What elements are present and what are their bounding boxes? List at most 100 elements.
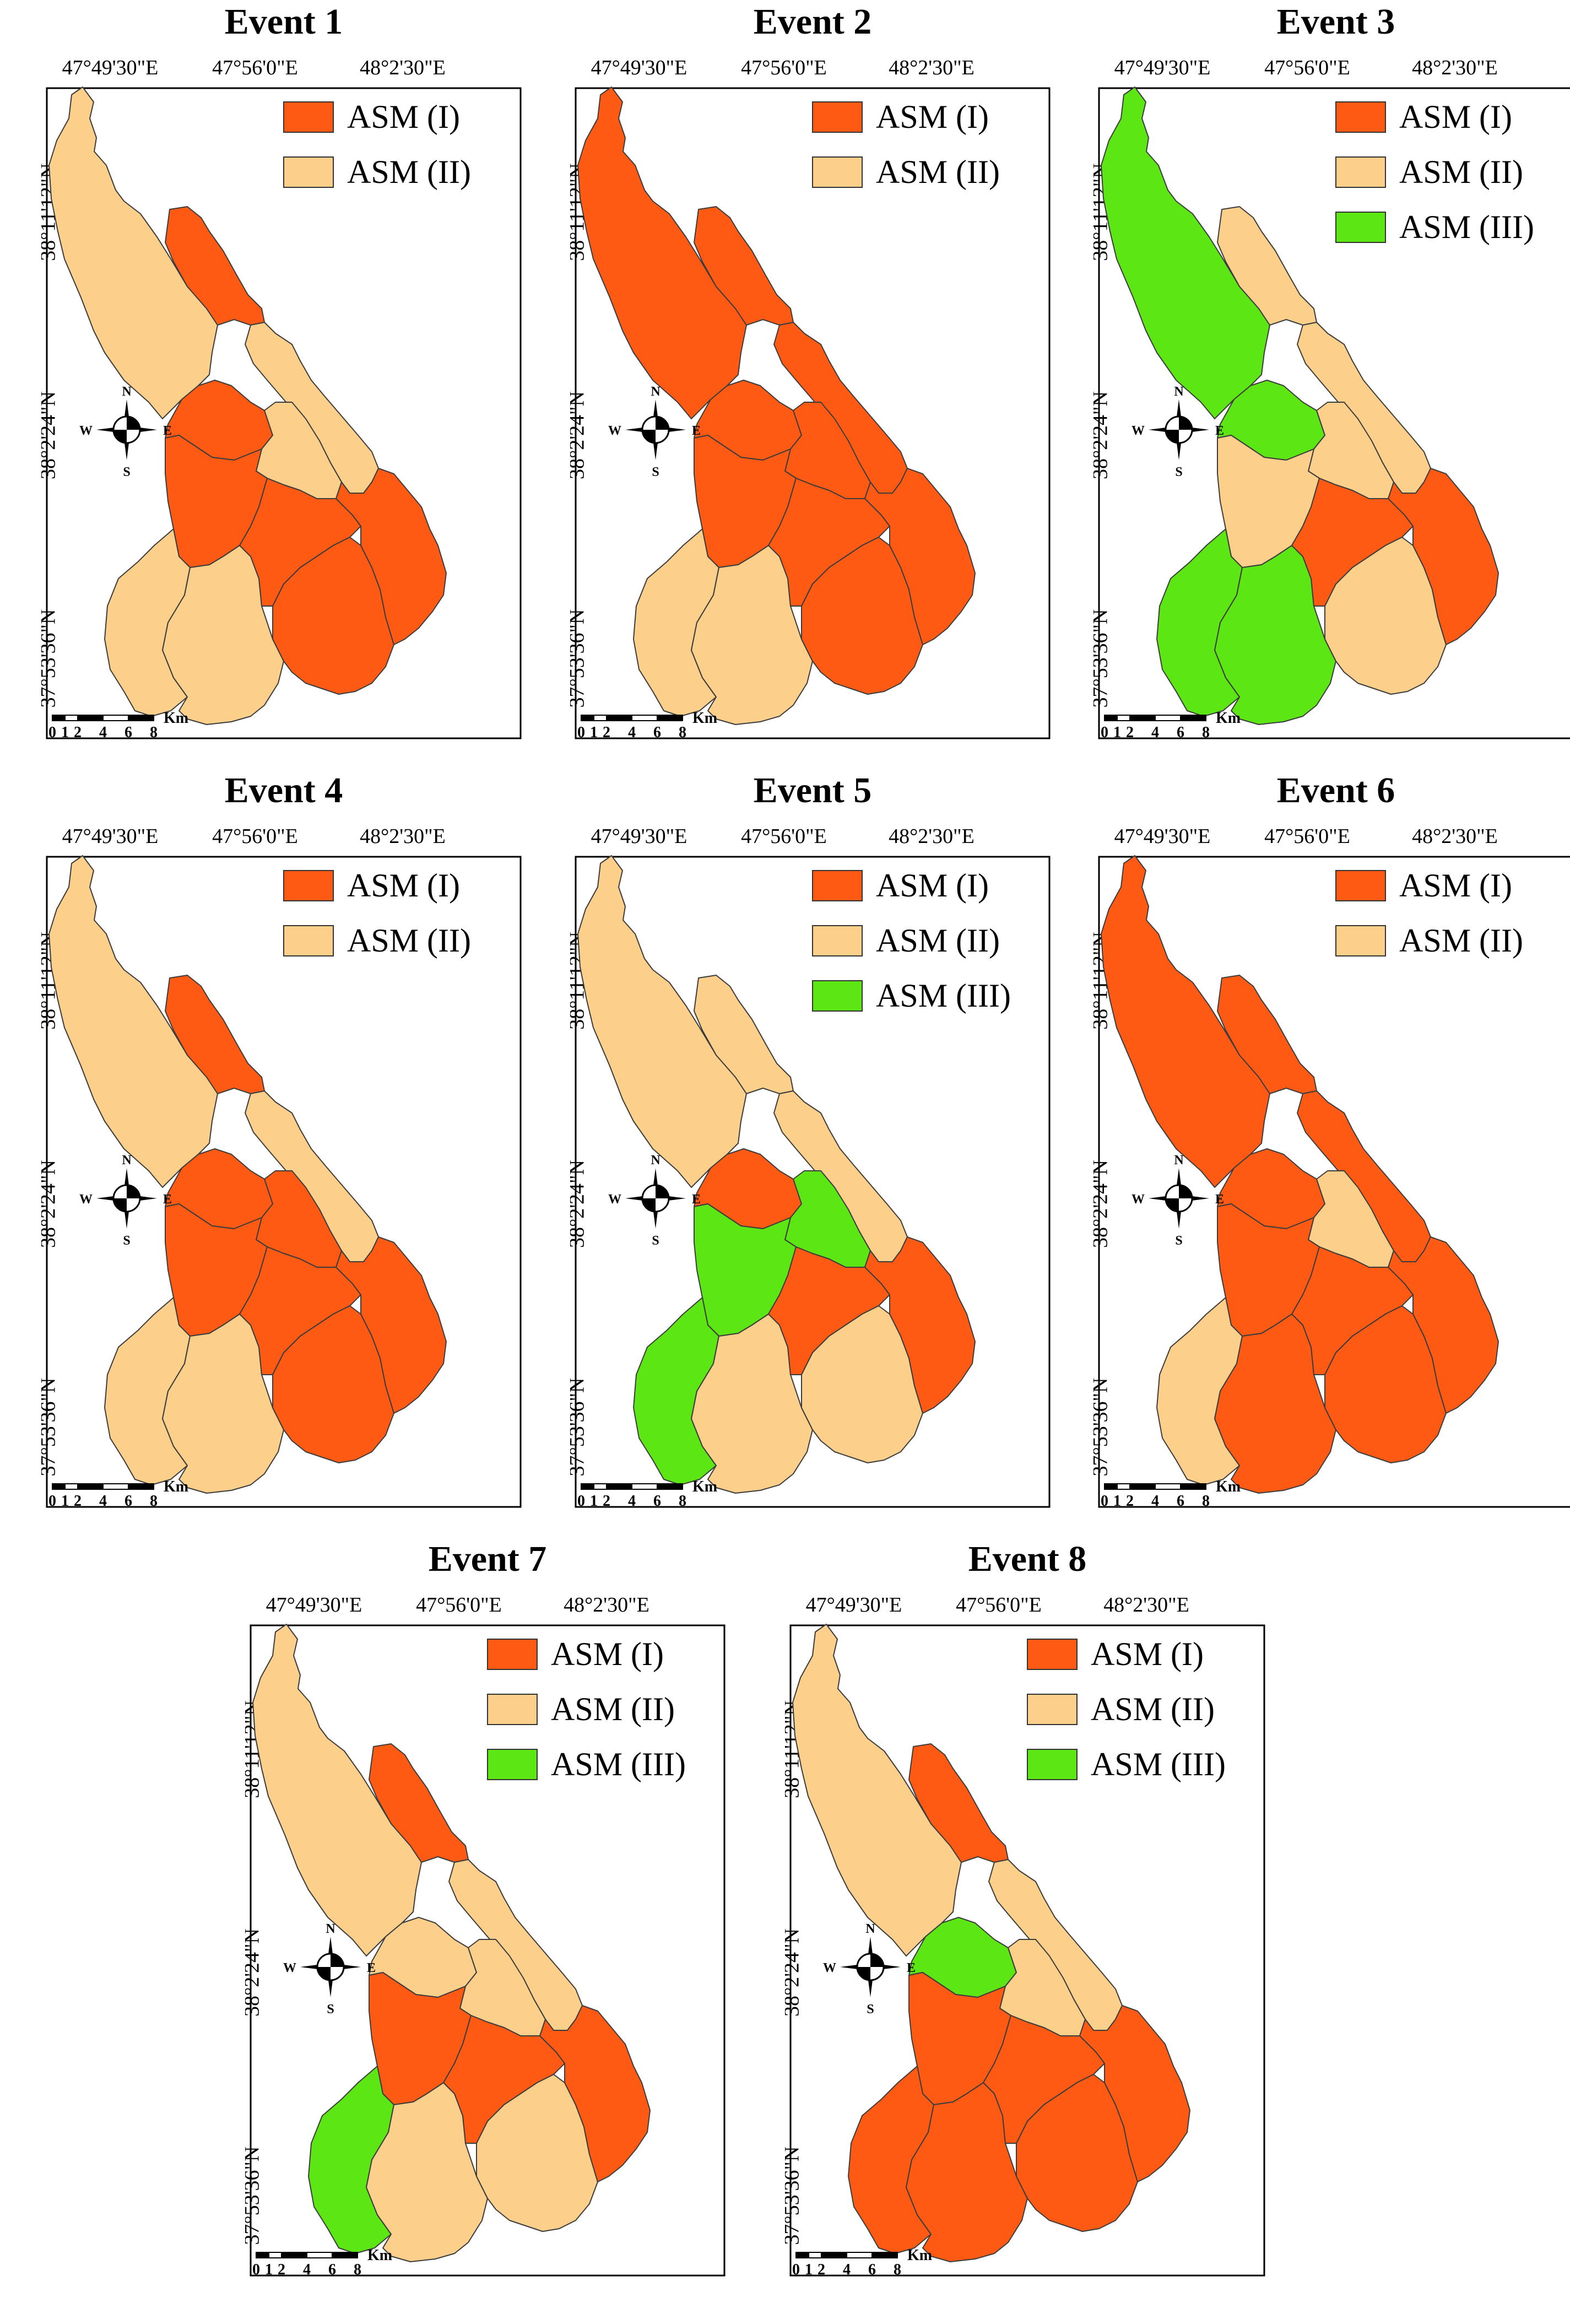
scale-number: 0 [48,1493,56,1510]
longitude-label: 48°2'30"E [360,825,446,848]
north-arrow-icon: N S W E [283,1922,376,2017]
scale-segment [281,2252,307,2258]
watershed [48,855,447,1494]
latitude-label: 38°2'24"N [785,1928,803,2017]
scale-segment [77,715,104,721]
legend: ASM (I) ASM (II) ASM (III) [1335,99,1534,245]
watershed [1101,87,1499,725]
scale-number: 1 [805,2261,813,2278]
longitude-label: 47°49'30"E [62,825,159,848]
scale-segment [1104,715,1118,721]
scale-number: 2 [1126,1493,1134,1510]
map-svg: 47°49'30"E 47°56'0"E 48°2'30"E38°11'12"N38… [1093,56,1570,741]
map-panel-event-8: Event 8 47°49'30"E 47°56'0"E 48°2'30"E 38°11… [785,1537,1270,2298]
latitude-label: 37°53'36"N [1093,609,1112,708]
scale-segment [1155,715,1181,721]
compass-e-label: E [692,1192,701,1207]
latitude-label-group: 38°2'24"N [245,1928,263,2017]
compass-s-label: S [1175,465,1182,479]
map-panel-event-3: Event 3 47°49'30"E 47°56'0"E 48°2'30"E 38°11… [1093,0,1570,760]
map-svg: 47°49'30"E 47°56'0"E 48°2'30"E38°11'12"N38… [245,1593,726,2278]
panel-title: Event 3 [1276,2,1395,42]
longitude-label: 48°2'30"E [889,825,975,848]
longitude-label: 47°56'0"E [212,56,298,79]
longitude-label: 47°49'30"E [62,56,159,79]
watershed [252,1624,651,2262]
map-panel-event-5: Event 5 47°49'30"E 47°56'0"E 48°2'30"E 38°11… [570,769,1055,1529]
scale-segment [332,2252,358,2258]
scale-segment [102,1483,129,1490]
legend-label: ASM (I) [876,99,989,135]
north-arrow-quadrant [127,417,140,430]
scale-segment [1155,1483,1181,1490]
compass-w-label: W [1132,424,1145,438]
scale-bar: 0 1 2 4 6 8Km [48,710,188,741]
sub-basin-zone [1388,468,1499,645]
legend-label: ASM (III) [1399,209,1534,245]
scale-segment [306,2252,333,2258]
longitude-label: 47°49'30"E [1114,56,1211,79]
scale-number: 8 [894,2261,901,2278]
watershed [1101,855,1499,1494]
legend-label: ASM (I) [1399,867,1512,904]
north-arrow-quadrant [656,1185,669,1198]
scale-number: 6 [328,2261,336,2278]
latitude-label: 38°2'24"N [41,1160,59,1248]
scale-bar: 0 1 2 4 6 8Km [1101,710,1241,741]
legend: ASM (I) ASM (II) ASM (III) [1027,1636,1226,1782]
compass-s-label: S [1175,1234,1182,1248]
latitude-label-group: 38°2'24"N [570,1160,588,1248]
scale-number: 2 [818,2261,825,2278]
scale-number: 0 [577,1493,585,1510]
scale-number: 1 [590,724,598,741]
latitude-label: 37°53'36"N [570,1378,588,1477]
scale-bar: 0 1 2 4 6 8Km [252,2247,392,2278]
north-arrow-quadrant [656,417,669,430]
scale-unit: Km [692,710,717,727]
latitude-label: 37°53'36"N [41,1378,59,1477]
compass-w-label: W [608,1192,621,1207]
scale-segment [1180,1483,1206,1490]
compass-s-label: S [123,1234,130,1248]
sub-basin-zone [577,87,747,419]
north-arrow-quadrant [642,430,656,443]
compass-w-label: W [283,1961,296,1975]
legend-label: ASM (I) [551,1636,664,1672]
latitude-label-group: 37°53'36"N [245,2147,263,2245]
sub-basin-zone [792,1624,962,1957]
longitude-label: 47°56'0"E [741,56,827,79]
scale-number: 2 [603,724,610,741]
legend-label: ASM (II) [347,154,471,190]
north-arrow-quadrant [857,1967,870,1980]
longitude-label: 48°2'30"E [564,1593,649,1617]
scale-segment [1129,715,1156,721]
compass-w-label: W [823,1961,836,1975]
longitude-label: 48°2'30"E [1412,825,1498,848]
longitude-label: 48°2'30"E [360,56,446,79]
legend: ASM (I) ASM (II) ASM (III) [487,1636,686,1782]
watershed [48,87,447,725]
longitude-label: 48°2'30"E [1103,1593,1189,1617]
compass-n-label: N [122,1153,132,1168]
scale-number: 4 [1151,1493,1159,1510]
scale-number: 2 [74,724,82,741]
longitude-label: 47°49'30"E [591,56,687,79]
legend-swatch [1027,1639,1078,1670]
sub-basin-zone [48,87,218,419]
scale-segment [1117,1483,1130,1490]
latitude-label: 38°2'24"N [41,391,59,479]
scale-segment [581,715,594,721]
compass-s-label: S [652,1234,659,1248]
compass-n-label: N [865,1922,875,1936]
longitude-label: 47°49'30"E [591,825,687,848]
scale-segment [657,715,683,721]
scale-segment [128,715,154,721]
sub-basin-zone [539,2005,651,2182]
legend-label: ASM (I) [347,867,460,904]
scale-number: 4 [99,724,107,741]
latitude-label-group: 37°53'36"N [570,1378,588,1477]
legend-swatch [487,1694,538,1725]
map-panel-event-2: Event 2 47°49'30"E 47°56'0"E 48°2'30"E 38°11… [570,0,1055,760]
latitude-label: 37°53'36"N [41,609,59,708]
latitude-label: 38°2'24"N [245,1928,263,2017]
